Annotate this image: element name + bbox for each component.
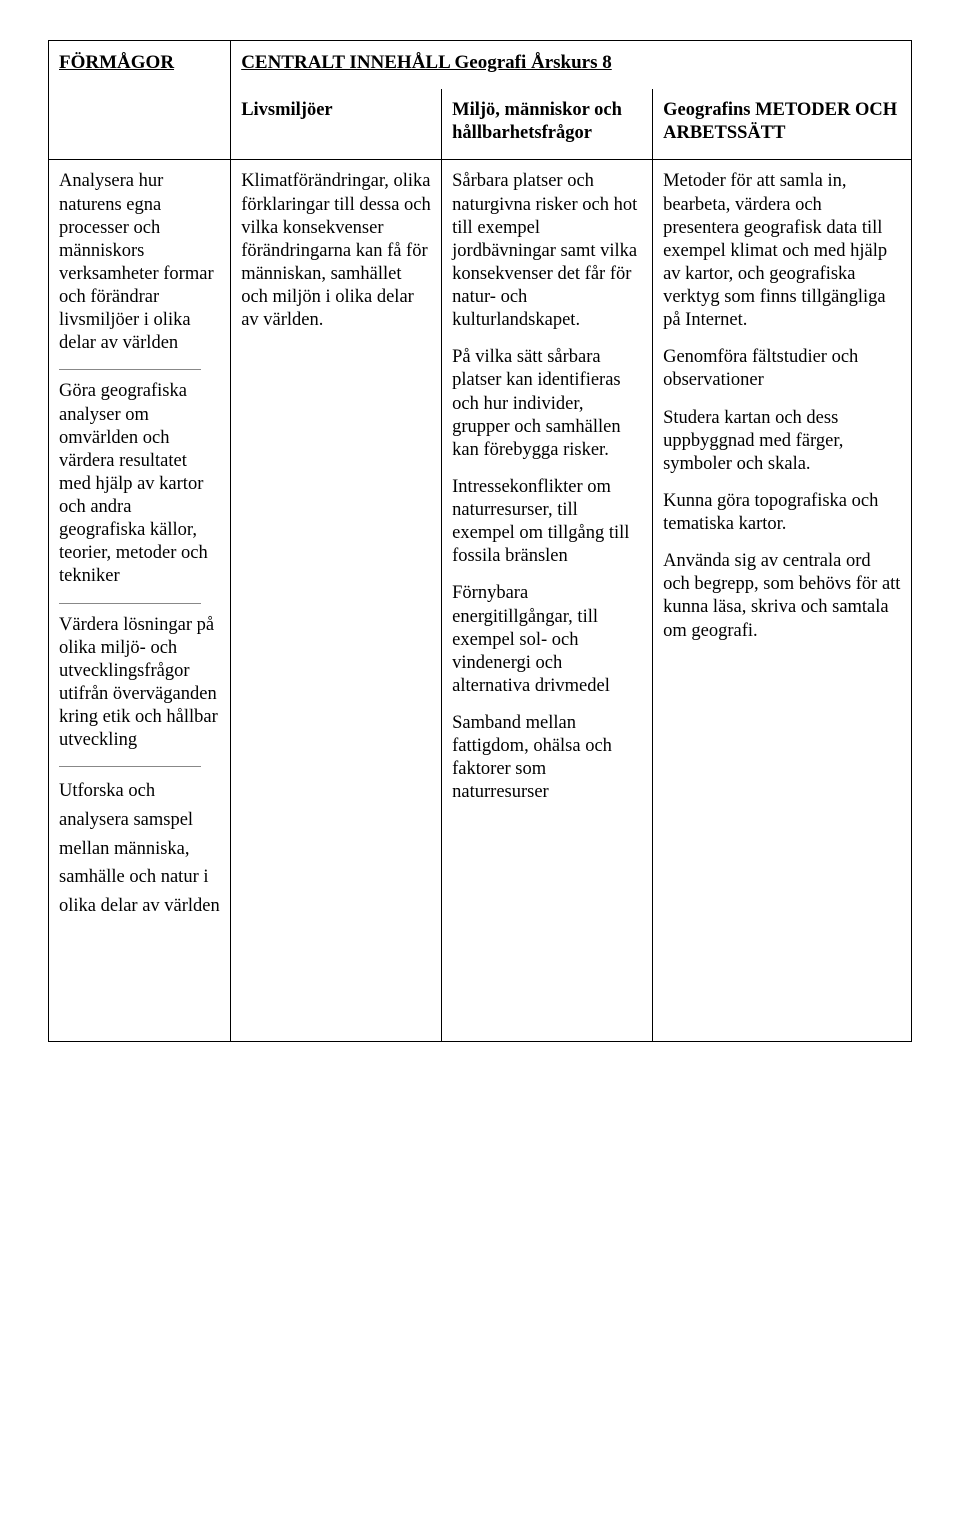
- divider: [59, 603, 201, 604]
- metoder-p1: Metoder för att samla in, bearbeta, värd…: [663, 170, 901, 332]
- subheader-livsmiljoer-text: Livsmiljöer: [241, 100, 332, 120]
- subheader-miljo-text: Miljö, människor och hållbarhetsfrågor: [452, 100, 622, 143]
- divider: [59, 369, 201, 370]
- livs-p1: Klimatförändringar, olika förklaringar t…: [241, 170, 431, 332]
- miljo-p5: Samband mellan fattigdom, ohälsa och fak…: [452, 712, 642, 805]
- miljo-p4: Förnybara energitillgångar, till exempel…: [452, 582, 642, 698]
- cell-livsmiljoer: Klimatförändringar, olika förklaringar t…: [231, 160, 442, 1041]
- cell-metoder: Metoder för att samla in, bearbeta, värd…: [653, 160, 912, 1041]
- miljo-p2: På vilka sätt sårbara platser kan identi…: [452, 346, 642, 462]
- subheader-metoder: Geografins METODER OCH ARBETSSÄTT: [653, 89, 912, 160]
- header-central: CENTRALT INNEHÅLL Geografi Årskurs 8: [231, 41, 912, 90]
- formagor-p2: Göra geografiska analyser om omvärlden o…: [59, 380, 220, 588]
- divider: [59, 766, 201, 767]
- formagor-p3: Värdera lösningar på olika miljö- och ut…: [59, 614, 220, 753]
- cell-formagor: Analysera hur naturens egna processer oc…: [49, 160, 231, 1041]
- subheader-metoder-text: Geografins METODER OCH ARBETSSÄTT: [663, 100, 897, 143]
- metoder-p3: Studera kartan och dess uppbyggnad med f…: [663, 407, 901, 476]
- header-row: FÖRMÅGOR CENTRALT INNEHÅLL Geografi Årsk…: [49, 41, 912, 90]
- metoder-p5: Använda sig av centrala ord och begrepp,…: [663, 550, 901, 643]
- metoder-p4: Kunna göra topografiska och tematiska ka…: [663, 490, 901, 536]
- header-central-text: CENTRALT INNEHÅLL Geografi Årskurs 8: [241, 52, 612, 73]
- header-formagor-text: FÖRMÅGOR: [59, 52, 174, 73]
- metoder-p2: Genomföra fältstudier och observationer: [663, 346, 901, 392]
- header-formagor: FÖRMÅGOR: [49, 41, 231, 160]
- subheader-livsmiljoer: Livsmiljöer: [231, 89, 442, 160]
- miljo-p3: Intressekonflikter om naturresurser, til…: [452, 476, 642, 569]
- curriculum-table: FÖRMÅGOR CENTRALT INNEHÅLL Geografi Årsk…: [48, 40, 912, 1042]
- formagor-p1: Analysera hur naturens egna processer oc…: [59, 170, 220, 355]
- content-row: Analysera hur naturens egna processer oc…: [49, 160, 912, 1041]
- miljo-p1: Sårbara platser och naturgivna risker oc…: [452, 170, 642, 332]
- formagor-p4: Utforska och analysera samspel mellan mä…: [59, 777, 220, 920]
- cell-miljo: Sårbara platser och naturgivna risker oc…: [442, 160, 653, 1041]
- subheader-miljo: Miljö, människor och hållbarhetsfrågor: [442, 89, 653, 160]
